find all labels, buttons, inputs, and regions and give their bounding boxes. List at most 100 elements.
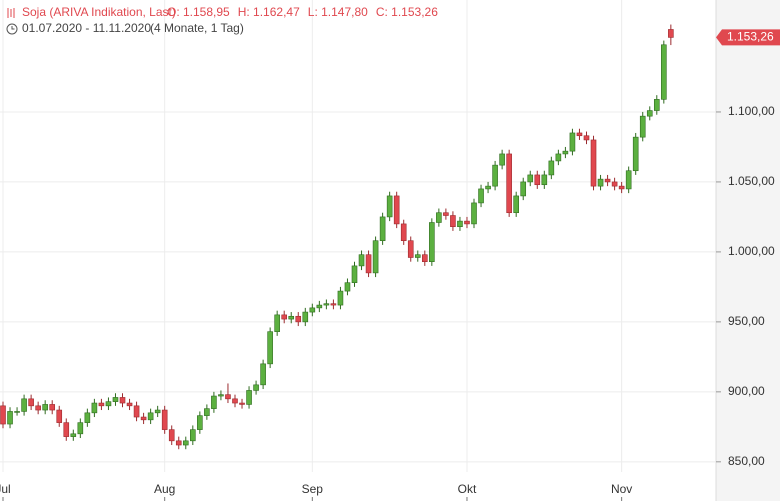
candle-body [583, 135, 590, 141]
candle-body [421, 254, 428, 262]
date-range: 01.07.2020 - 11.11.2020 [22, 21, 151, 35]
candle-body [168, 429, 175, 442]
x-tick-label: Aug [154, 482, 175, 496]
candle-body [218, 394, 224, 397]
candle-body [534, 174, 541, 186]
candle-body [84, 412, 91, 423]
candle-body [119, 397, 126, 404]
candle-body [225, 394, 231, 400]
clock-icon [6, 23, 18, 35]
candle-body [351, 265, 358, 283]
candle-body [316, 304, 323, 309]
candle-body [49, 404, 56, 411]
grid [0, 0, 716, 472]
candle-body [668, 29, 674, 38]
candle-body [140, 416, 147, 421]
candle-body [400, 223, 407, 242]
last-price-label: 1.153,26 [727, 30, 774, 44]
candle-body [471, 202, 477, 225]
candle-body [618, 185, 625, 190]
y-tick-label: 1.100,00 [728, 104, 775, 118]
candle-body [386, 195, 393, 218]
y-tick-label: 900,00 [728, 384, 765, 398]
candle-body [246, 390, 252, 405]
candle-body [653, 99, 660, 111]
candle-body [133, 405, 140, 418]
candle-body [414, 254, 421, 258]
candle-body [344, 282, 351, 292]
candle-body [393, 195, 400, 225]
candle-body [309, 307, 316, 313]
x-tick-label: Nov [611, 482, 632, 496]
candle-body [0, 405, 6, 425]
candle-body [197, 415, 203, 430]
candle-body [77, 422, 84, 435]
candle-body [548, 160, 555, 176]
candle-body [372, 240, 379, 274]
y-tick-label: 1.000,00 [728, 244, 775, 258]
candle-body [70, 433, 77, 437]
candle-body [323, 303, 330, 306]
candle-body [457, 220, 463, 228]
y-tick-label: 1.050,00 [728, 174, 775, 188]
candle-body [555, 153, 562, 162]
legend-value: L: 1.147,80 [308, 5, 368, 19]
candle-body [281, 314, 288, 320]
candle-body [42, 404, 48, 411]
candle-body [485, 185, 491, 190]
y-tick-label: 850,00 [728, 454, 765, 468]
candle-body [646, 110, 653, 117]
candle-body [91, 402, 98, 414]
candle-body [407, 240, 414, 258]
candle-body [661, 44, 667, 100]
candle-body [105, 401, 112, 407]
legend-value: H: 1.162,47 [238, 5, 300, 19]
candle-icon [7, 8, 15, 18]
candle-body [562, 150, 569, 155]
candle-body [28, 398, 34, 407]
candle-body [267, 331, 273, 365]
candle-body [21, 398, 27, 412]
candle-body [204, 408, 210, 416]
candle-body [625, 170, 632, 190]
last-price-tag [716, 29, 780, 46]
candle-body [239, 402, 245, 405]
candle-body [98, 402, 105, 407]
candle-body [288, 315, 295, 320]
candle-body [112, 397, 119, 402]
candle-body [63, 422, 70, 437]
candle-body [632, 136, 639, 172]
candle-body [478, 188, 484, 204]
candle-body [611, 181, 618, 187]
axis-panel [716, 0, 780, 501]
candle-body [604, 178, 611, 183]
candle-body [126, 402, 133, 407]
candle-body [450, 215, 456, 228]
candle-body [513, 195, 519, 214]
candle-body [358, 254, 365, 267]
legend: Soja (ARIVA Indikation, Last) O: 1.158,9… [6, 5, 438, 35]
candle-body [590, 139, 597, 187]
candle-body [182, 440, 189, 446]
x-tick-label: Sep [302, 482, 324, 496]
candle-body [379, 216, 386, 242]
candle-body [520, 181, 527, 197]
candle-body [232, 398, 238, 404]
candle-body [274, 314, 280, 332]
candle-body [161, 409, 168, 430]
candle-body [436, 212, 442, 223]
candle-body [464, 220, 470, 225]
candle-body [14, 411, 20, 413]
candle-body [295, 315, 302, 323]
candle-body [35, 405, 41, 411]
x-tick-label: Jul [0, 482, 11, 496]
candle-body [154, 409, 161, 414]
duration: (4 Monate, 1 Tag) [150, 21, 244, 35]
legend-name: Soja (ARIVA Indikation, Last) [22, 5, 176, 19]
candle-body [492, 164, 498, 187]
candle-body [330, 303, 337, 306]
candle-body [253, 384, 259, 391]
candle-body [576, 132, 583, 137]
candle-body [302, 311, 309, 323]
